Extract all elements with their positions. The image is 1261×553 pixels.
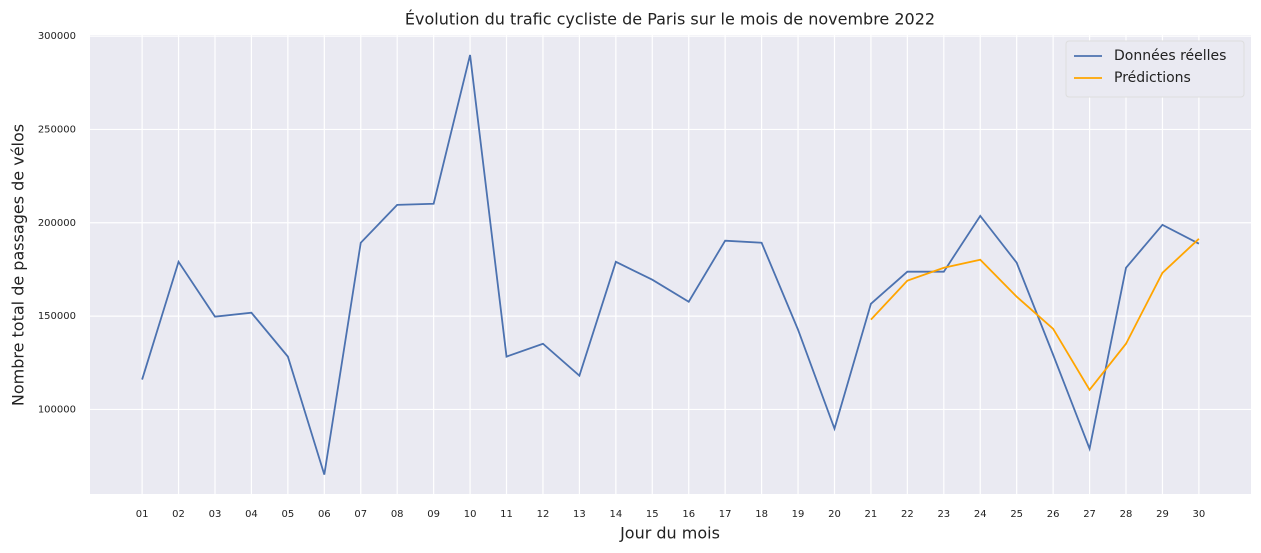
legend-label: Données réelles [1114, 48, 1226, 64]
chart-title: Évolution du trafic cycliste de Paris su… [405, 10, 935, 29]
x-tick-label: 13 [573, 509, 586, 520]
data-line [141, 54, 1200, 475]
x-tick-label: 05 [282, 509, 295, 520]
y-tick-label: 200000 [38, 218, 76, 229]
x-tick-label: 29 [1156, 509, 1169, 520]
x-tick-label: 28 [1120, 509, 1133, 520]
x-tick-label: 24 [974, 509, 987, 520]
y-tick-label: 250000 [38, 124, 76, 135]
x-tick-label: 22 [901, 509, 914, 520]
x-axis-label: Jour du mois [619, 524, 720, 543]
x-tick-label: 26 [1047, 509, 1060, 520]
x-tick-label: 19 [792, 509, 805, 520]
y-tick-label: 100000 [38, 404, 76, 415]
y-axis-label: Nombre total de passages de vélos [9, 124, 28, 406]
x-tick-label: 30 [1193, 509, 1206, 520]
x-tick-label: 18 [755, 509, 768, 520]
x-tick-label: 21 [865, 509, 878, 520]
x-tick-label: 23 [937, 509, 950, 520]
x-tick-label: 14 [609, 509, 622, 520]
x-tick-label: 25 [1010, 509, 1023, 520]
x-tick-label: 06 [318, 509, 331, 520]
x-tick-label: 01 [136, 509, 149, 520]
x-tick-label: 04 [245, 509, 258, 520]
x-tick-label: 11 [500, 509, 513, 520]
x-tick-label: 02 [172, 509, 185, 520]
x-tick-label: 03 [209, 509, 222, 520]
y-tick-label: 300000 [38, 31, 76, 42]
x-tick-label: 12 [537, 509, 550, 520]
x-tick-label: 27 [1083, 509, 1096, 520]
legend-label: Prédictions [1114, 70, 1191, 86]
x-tick-label: 09 [427, 509, 440, 520]
legend-box [1065, 40, 1245, 98]
x-tick-label: 08 [391, 509, 404, 520]
x-tick-label: 20 [828, 509, 841, 520]
x-tick-label: 17 [719, 509, 732, 520]
y-tick-label: 150000 [38, 311, 76, 322]
x-tick-label: 07 [354, 509, 367, 520]
x-tick-label: 16 [682, 509, 695, 520]
plot-area [90, 35, 1251, 494]
x-tick-label: 15 [646, 509, 659, 520]
x-tick-label: 10 [464, 509, 477, 520]
data-line [870, 238, 1200, 392]
